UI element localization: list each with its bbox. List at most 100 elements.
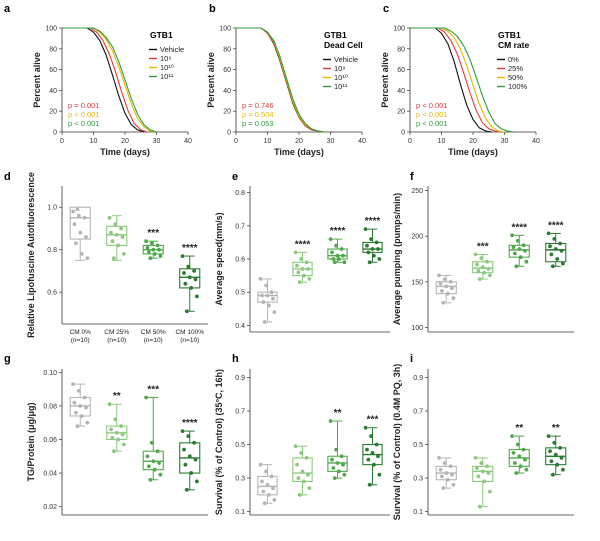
data-point xyxy=(82,395,87,400)
data-point xyxy=(271,486,275,490)
data-point xyxy=(272,498,277,502)
data-point xyxy=(75,207,80,212)
data-point xyxy=(511,245,516,250)
box-group-1: ** xyxy=(106,391,128,454)
data-point xyxy=(482,270,487,275)
data-point xyxy=(330,250,334,255)
data-point xyxy=(267,303,271,308)
significance-marker: *** xyxy=(367,415,379,426)
significance-marker: *** xyxy=(147,385,159,396)
data-point xyxy=(438,281,443,286)
data-point xyxy=(152,467,157,472)
data-point xyxy=(147,249,151,254)
data-point xyxy=(78,404,83,408)
data-point xyxy=(561,467,565,472)
data-point xyxy=(262,320,267,324)
box-group-1: *** xyxy=(472,241,494,281)
data-point xyxy=(476,269,481,273)
data-point xyxy=(558,446,562,450)
significance-marker: **** xyxy=(182,243,198,254)
y-tick-label: 0 xyxy=(401,130,405,137)
x-tick-label: 40 xyxy=(532,138,540,145)
data-point xyxy=(145,245,150,250)
box-group-3: **** xyxy=(362,216,383,265)
p-value: p = 0.746 xyxy=(242,101,274,110)
data-point xyxy=(85,256,90,261)
legend-entry: 100% xyxy=(508,82,528,91)
data-point xyxy=(367,482,372,487)
y-tick-label: 80 xyxy=(223,46,231,53)
x-tick-label: 40 xyxy=(358,138,366,145)
significance-marker: *** xyxy=(477,241,489,252)
data-point xyxy=(334,243,338,248)
panel-c: c 0 20 40 60 80 100 Percent alive 0 10 20 30 40 Time … xyxy=(380,3,540,157)
data-point xyxy=(335,461,340,465)
data-point xyxy=(304,456,309,460)
legend-entry: 10⁹ xyxy=(160,54,172,63)
data-point xyxy=(189,286,194,290)
data-point xyxy=(189,471,194,475)
data-point xyxy=(551,472,555,477)
data-point xyxy=(299,257,303,261)
data-point xyxy=(116,437,121,442)
y-tick-label: 0 xyxy=(53,130,57,137)
y-tick-label: 0.7 xyxy=(235,223,245,230)
significance-marker: ** xyxy=(113,391,121,402)
panel-letter-h: h xyxy=(232,353,239,365)
data-point xyxy=(145,454,150,459)
data-point xyxy=(182,447,186,452)
data-point xyxy=(450,286,454,291)
x-tick-label: 20 xyxy=(469,138,477,145)
data-point xyxy=(85,420,90,425)
p-value: p < 0.001 xyxy=(416,119,448,128)
y-tick-label: 20 xyxy=(223,109,231,116)
y-tick-label: 1.0 xyxy=(47,205,57,212)
data-point xyxy=(440,289,444,293)
p-value: p < 0.001 xyxy=(68,119,100,128)
data-point xyxy=(147,464,151,469)
data-point xyxy=(78,230,83,235)
data-point xyxy=(82,215,87,220)
panel-i: i 0.1 0.3 0.5 0.7 0.9 Survival (% of Control) … xyxy=(392,353,574,520)
data-point xyxy=(330,457,334,462)
data-point xyxy=(559,248,564,253)
x-tick-label: 10 xyxy=(90,138,98,145)
data-point xyxy=(515,442,520,447)
data-point xyxy=(195,479,199,484)
data-point xyxy=(186,264,191,269)
x-axis-label: Time (days) xyxy=(100,147,150,157)
data-point xyxy=(185,487,189,492)
box-group-0 xyxy=(435,273,457,305)
legend-entry: 50% xyxy=(508,73,523,82)
p-value: p = 0.053 xyxy=(242,119,274,128)
data-point xyxy=(331,466,336,470)
y-tick-label: 0.4 xyxy=(235,323,245,330)
data-point xyxy=(110,239,115,244)
data-point xyxy=(445,477,450,482)
data-point xyxy=(267,493,271,497)
box-group-2: **** xyxy=(327,226,348,265)
data-point xyxy=(265,293,270,298)
legend-entry: Vehicle xyxy=(334,55,358,64)
data-point xyxy=(451,296,456,301)
data-point xyxy=(76,388,81,393)
data-point xyxy=(473,456,478,460)
data-point xyxy=(342,472,347,477)
data-point xyxy=(295,263,299,268)
data-point xyxy=(84,235,88,239)
data-point xyxy=(79,252,84,256)
data-point xyxy=(514,471,519,475)
box-group-1 xyxy=(292,444,313,497)
data-point xyxy=(513,461,517,465)
box-group-2: **** xyxy=(508,222,530,269)
y-tick-label: 0.02 xyxy=(43,504,57,511)
data-point xyxy=(479,256,484,260)
data-point xyxy=(513,251,517,256)
data-point xyxy=(192,440,197,445)
data-point xyxy=(441,300,446,305)
chart-title: CM rate xyxy=(498,40,529,50)
y-tick-label: 0.6 xyxy=(235,257,245,264)
data-point xyxy=(157,461,161,465)
data-point xyxy=(331,257,336,261)
p-value: p = 0.001 xyxy=(68,101,100,110)
